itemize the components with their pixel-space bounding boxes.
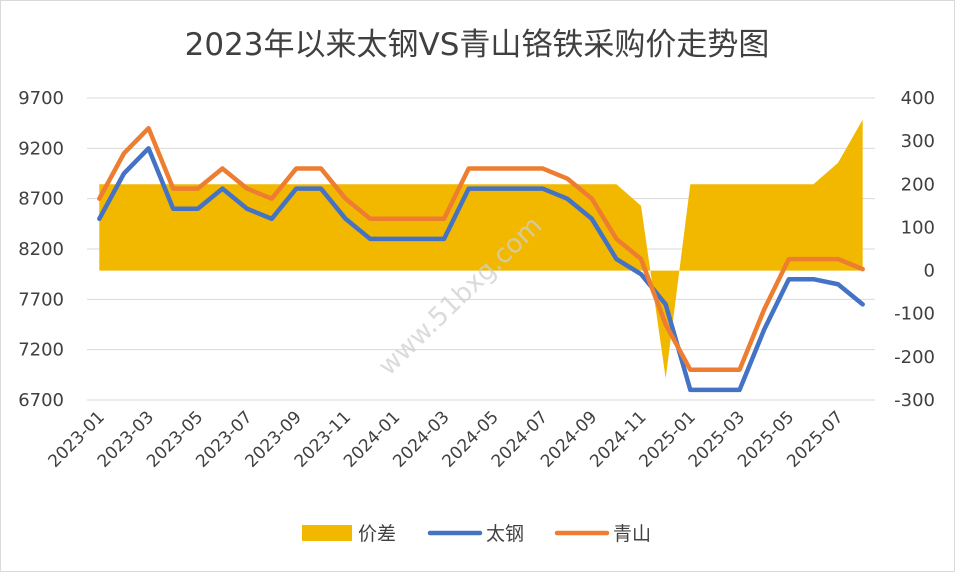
- series-line-2: [97, 125, 865, 373]
- left-y-tick-label: 6700: [18, 390, 64, 411]
- legend-item: 价差: [302, 523, 396, 545]
- left-y-tick-label: 7200: [18, 340, 64, 361]
- right-y-tick-label: 400: [901, 88, 935, 109]
- series-area-spread: [99, 119, 863, 379]
- legend-swatch: [302, 525, 352, 541]
- left-y-tick-label: 8200: [18, 239, 64, 260]
- right-y-tick-label: 300: [901, 131, 935, 152]
- right-y-tick-label: 0: [924, 261, 935, 282]
- left-y-tick-label: 9700: [18, 88, 64, 109]
- legend-item: 青山: [554, 523, 651, 545]
- right-y-tick-label: 100: [901, 217, 935, 238]
- chart-title: 2023年以来太钢VS青山铬铁采购价走势图: [185, 27, 770, 63]
- right-y-tick-label: -100: [894, 304, 935, 325]
- price-lines-layer: [97, 125, 865, 393]
- left-y-tick-label: 7700: [18, 289, 64, 310]
- x-axis: 2023-012023-032023-052023-072023-092023-…: [44, 407, 847, 471]
- legend-item: 太钢: [427, 523, 524, 545]
- series-line-1: [97, 146, 865, 393]
- right-y-axis: 400 300 200 100 0 -100 -200 -300: [894, 88, 935, 411]
- legend: 价差 太钢 青山: [302, 523, 651, 545]
- spread-area-layer: [99, 119, 863, 379]
- right-y-tick-label: -200: [894, 347, 935, 368]
- legend-label: 价差: [358, 523, 396, 545]
- legend-label: 太钢: [486, 523, 524, 545]
- left-y-axis: 9700 9200 8700 8200 7700 7200 6700: [18, 88, 64, 411]
- right-y-tick-label: 200: [901, 174, 935, 195]
- legend-label: 青山: [613, 523, 651, 545]
- left-y-tick-label: 8700: [18, 189, 64, 210]
- right-y-tick-label: -300: [894, 390, 935, 411]
- left-y-tick-label: 9200: [18, 138, 64, 159]
